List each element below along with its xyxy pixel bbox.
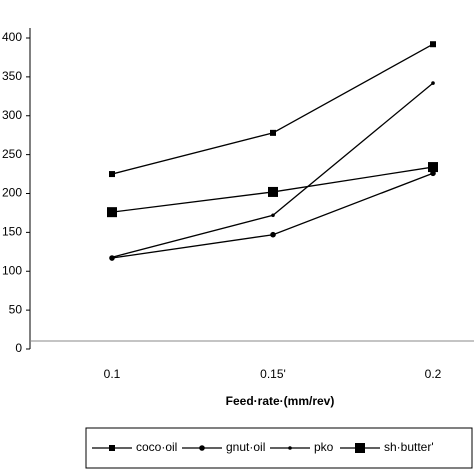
legend-label: sh·butter' <box>384 440 434 454</box>
data-point <box>431 81 435 85</box>
y-tick-label: 0 <box>15 341 22 355</box>
series-line <box>111 43 434 175</box>
x-axis-label: Feed·rate·(mm/rev) <box>226 394 335 408</box>
legend-marker <box>199 445 205 451</box>
legend-label: pko <box>314 440 334 454</box>
y-tick-label: 50 <box>9 302 23 316</box>
y-tick-label: 250 <box>2 147 22 161</box>
data-point <box>428 162 438 173</box>
data-point <box>107 207 117 218</box>
y-tick-label: 100 <box>2 263 22 277</box>
data-point <box>268 186 278 197</box>
y-tick-label: 200 <box>2 186 22 200</box>
legend-marker <box>109 445 115 451</box>
x-tick-label: 0.2 <box>425 367 442 381</box>
data-point <box>271 213 275 218</box>
data-point <box>109 171 115 178</box>
x-tick-label: 0.15' <box>260 367 286 381</box>
legend-box <box>85 427 473 469</box>
y-tick-label: 300 <box>2 108 22 122</box>
x-tick-label: 0.1 <box>104 367 121 381</box>
legend-label: gnut·oil <box>226 440 265 454</box>
data-point <box>270 129 276 136</box>
data-point <box>270 231 276 238</box>
y-tick-label: 400 <box>2 30 22 44</box>
legend-marker <box>355 443 365 453</box>
series-line <box>111 82 434 258</box>
y-tick-label: 350 <box>2 69 22 83</box>
data-point <box>110 255 114 260</box>
data-point <box>430 41 436 48</box>
legend-label: coco·oil <box>136 440 177 454</box>
y-tick-label: 150 <box>2 225 22 239</box>
legend-marker <box>288 446 292 450</box>
